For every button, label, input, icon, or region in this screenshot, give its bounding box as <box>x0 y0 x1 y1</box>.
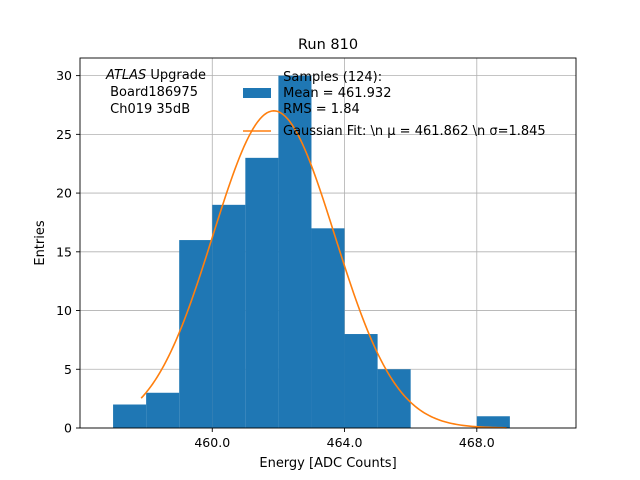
y-tick-label: 5 <box>64 362 72 377</box>
plot-area-frame <box>79 57 577 429</box>
histogram-bar <box>146 392 180 428</box>
channel-label: Ch019 35dB <box>106 102 190 117</box>
legend: Samples (124): Mean = 461.932 RMS = 1.84… <box>243 70 546 139</box>
legend-samples-line-1: Samples (124): <box>279 70 382 85</box>
x-axis-label: Energy [ADC Counts] <box>259 456 396 471</box>
y-tick-label: 10 <box>56 303 72 318</box>
y-tick-label: 0 <box>64 421 72 436</box>
annotation-line-1: ATLAS Upgrade <box>105 68 206 83</box>
x-tick-label: 468.0 <box>459 435 495 450</box>
upgrade-label: Upgrade <box>146 68 206 83</box>
y-axis-label: Entries <box>33 220 48 266</box>
histogram-bar <box>311 228 345 428</box>
x-tick-label: 460.0 <box>194 435 230 450</box>
gaussian-fit-curve <box>140 110 507 429</box>
board-label: Board186975 <box>106 85 198 100</box>
y-tick-label: 15 <box>56 244 72 259</box>
histogram-bar <box>245 157 279 429</box>
histogram-bar <box>476 416 510 428</box>
legend-samples-line-2: Mean = 461.932 <box>279 86 391 101</box>
histogram-bars <box>113 75 510 429</box>
histogram-bar <box>179 240 213 428</box>
chart-title: Run 810 <box>298 37 358 53</box>
histogram-bar <box>344 334 378 428</box>
histogram-bar <box>113 404 147 428</box>
axis-ticks: 460.0 464.0 468.0 0 5 10 15 20 25 30 <box>56 68 495 450</box>
legend-samples-swatch <box>243 88 271 98</box>
y-tick-label: 20 <box>56 186 72 201</box>
histogram-bar <box>212 204 246 428</box>
legend-samples-line-3: RMS = 1.84 <box>279 102 360 117</box>
experiment-annotation: ATLAS Upgrade Board186975 Ch019 35dB <box>105 68 206 117</box>
x-tick-label: 464.0 <box>327 435 363 450</box>
y-tick-label: 25 <box>56 127 72 142</box>
atlas-label: ATLAS <box>105 68 146 83</box>
histogram-bar <box>278 75 312 428</box>
y-tick-label: 30 <box>56 68 72 83</box>
histogram-bar <box>377 369 411 428</box>
legend-fit-label: Gaussian Fit: \n μ = 461.862 \n σ=1.845 <box>283 124 546 139</box>
